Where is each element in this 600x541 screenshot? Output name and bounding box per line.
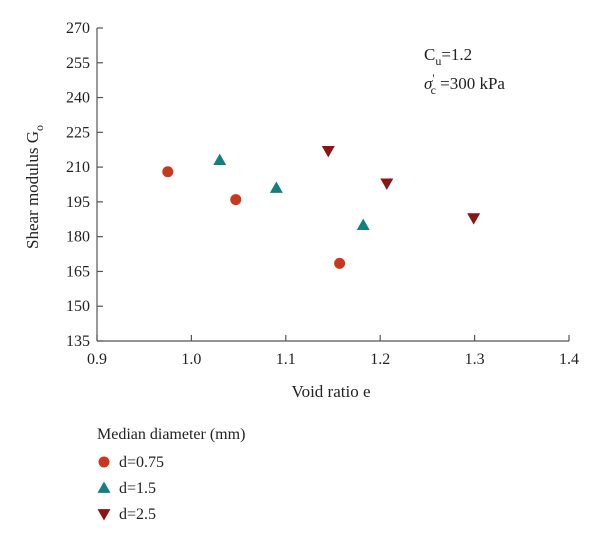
legend-marker — [97, 481, 111, 493]
x-tick-label: 0.9 — [87, 351, 107, 368]
y-tick-label: 195 — [66, 194, 90, 211]
legend-label: d=1.5 — [119, 480, 156, 497]
legend-marker — [98, 456, 110, 468]
y-tick-label: 240 — [66, 90, 90, 107]
y-tick-label: 225 — [66, 124, 90, 141]
y-tick-label: 180 — [66, 229, 90, 246]
data-point — [162, 166, 174, 178]
x-axis-title: Void ratio e — [291, 382, 370, 401]
data-point — [230, 194, 242, 206]
annotation-cu: Cu=1.2 — [424, 45, 472, 68]
x-tick-label: 1.2 — [370, 351, 390, 368]
data-point — [321, 146, 335, 158]
y-tick-label: 255 — [66, 55, 90, 72]
data-point — [467, 213, 481, 225]
data-point — [269, 181, 283, 193]
y-axis-title: Shear modulus Go — [23, 125, 46, 249]
legend-title: Median diameter (mm) — [97, 426, 245, 443]
x-tick-label: 1.1 — [276, 351, 296, 368]
annotation-sigma: σ' c =300 kPa — [424, 71, 505, 97]
legend-label: d=2.5 — [119, 506, 156, 523]
y-tick-label: 135 — [66, 333, 90, 350]
legend-items: d=0.75 d=1.5 d=2.5 — [97, 454, 164, 523]
x-tick-label: 1.4 — [559, 351, 579, 368]
y-tick-label: 210 — [66, 159, 90, 176]
data-point — [213, 153, 227, 166]
y-tick-label: 150 — [66, 298, 90, 315]
data-point — [334, 257, 346, 269]
y-tick-label: 165 — [66, 263, 90, 280]
x-tick-label: 1.0 — [181, 351, 201, 368]
legend-label: d=0.75 — [119, 454, 164, 471]
legend-marker — [97, 509, 111, 521]
y-tick-label: 270 — [66, 20, 90, 37]
x-tick-label: 1.3 — [465, 351, 485, 368]
data-marks — [162, 146, 481, 269]
legend: Median diameter (mm) d=0.75 d=1.5 d=2.5 — [97, 426, 245, 523]
data-point — [356, 218, 370, 230]
annotation: Cu=1.2 σ' c =300 kPa — [424, 45, 505, 97]
axes: 135 150 165 180 195 210 225 240 255 270 0.9 1.0 1.1 1… — [66, 20, 579, 368]
data-point — [380, 178, 394, 190]
